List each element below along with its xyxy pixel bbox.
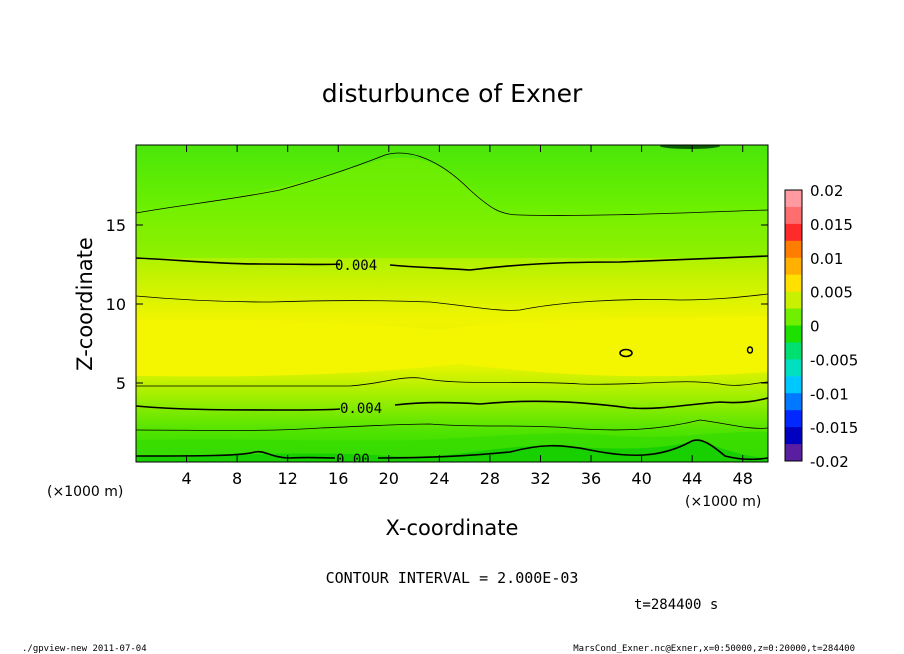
contour-label: 0.00 bbox=[336, 452, 370, 468]
colorbar-swatch bbox=[785, 393, 802, 411]
x-tick-label: 20 bbox=[379, 469, 399, 488]
colorbar-swatch bbox=[785, 206, 802, 225]
colorbar-swatch bbox=[785, 308, 802, 326]
colorbar-label: 0.01 bbox=[810, 250, 843, 268]
x-tick-label: 48 bbox=[733, 469, 753, 488]
y-axis-label: Z-coordinate bbox=[73, 237, 97, 371]
colorbar-label: -0.015 bbox=[810, 419, 858, 437]
colorbar-swatch bbox=[785, 291, 802, 310]
contour-interval: CONTOUR INTERVAL = 2.000E-03 bbox=[326, 569, 579, 587]
colorbar-swatch bbox=[785, 427, 802, 445]
contour-line bbox=[136, 377, 768, 387]
x-tick-label: 36 bbox=[581, 469, 601, 488]
contour-closed-loop bbox=[619, 348, 633, 358]
colorbar-swatch bbox=[785, 240, 802, 259]
plot-area: 0.004 0.004 0.00 bbox=[136, 145, 768, 468]
colorbar-swatch bbox=[785, 410, 802, 428]
footer-left: ./gpview-new 2011-07-04 bbox=[22, 644, 147, 654]
field-peak-top bbox=[660, 145, 720, 149]
y-tick-label: 5 bbox=[116, 374, 126, 393]
colorbar-swatch bbox=[785, 274, 802, 293]
footer-right: MarsCond_Exner.nc@Exner,x=0:50000,z=0:20… bbox=[573, 644, 855, 654]
colorbar-label: 0 bbox=[810, 318, 820, 336]
contour-line bbox=[136, 152, 768, 216]
contour-line bbox=[136, 255, 768, 271]
x-tick-label: 12 bbox=[278, 469, 298, 488]
x-tick-label: 4 bbox=[181, 469, 191, 488]
colorbar: 0.02 0.015 0.01 0.005 0 -0.005 -0.01 -0.015 -0.0… bbox=[784, 182, 858, 471]
contour-line bbox=[136, 439, 768, 461]
y-tick-label: 15 bbox=[106, 216, 126, 235]
colorbar-label: -0.01 bbox=[810, 385, 849, 403]
x-tick-label: 16 bbox=[328, 469, 348, 488]
x-tick-label: 8 bbox=[232, 469, 242, 488]
contour-label: 0.004 bbox=[335, 258, 377, 274]
field-band-upper bbox=[136, 157, 768, 258]
field-band-bottom bbox=[136, 440, 768, 462]
colorbar-swatch bbox=[785, 444, 802, 462]
colorbar-label: -0.005 bbox=[810, 351, 858, 369]
colorbar-swatch bbox=[785, 376, 802, 394]
contour-lines bbox=[136, 152, 768, 461]
contour-line bbox=[136, 293, 768, 311]
y-axis-unit: (×1000 m) bbox=[47, 484, 123, 500]
x-axis-unit: (×1000 m) bbox=[685, 494, 761, 510]
contour-line bbox=[136, 419, 768, 431]
x-axis-label: X-coordinate bbox=[386, 516, 519, 540]
x-tick-label: 24 bbox=[429, 469, 449, 488]
contour-line bbox=[136, 397, 768, 411]
colorbar-frame bbox=[784, 189, 803, 462]
colorbar-label: 0.005 bbox=[810, 284, 853, 302]
colorbar-swatch bbox=[785, 342, 802, 360]
x-tick-label: 32 bbox=[530, 469, 550, 488]
field-band-yellow bbox=[136, 316, 768, 377]
time-label: t=284400 s bbox=[634, 597, 718, 613]
colorbar-swatch bbox=[785, 257, 802, 276]
contour-closed-loop bbox=[746, 346, 754, 354]
x-tick-label: 28 bbox=[480, 469, 500, 488]
y-tick-label: 10 bbox=[106, 295, 126, 314]
colorbar-label: 0.02 bbox=[810, 182, 843, 200]
colorbar-swatch bbox=[785, 325, 802, 343]
x-axis: 4 8 12 16 20 24 28 32 36 40 44 48 bbox=[181, 145, 753, 488]
colorbar-swatch bbox=[785, 190, 802, 208]
x-tick-label: 44 bbox=[682, 469, 702, 488]
colorbar-label: -0.02 bbox=[810, 453, 849, 471]
colorbar-swatch bbox=[785, 223, 802, 242]
x-tick-label: 40 bbox=[631, 469, 651, 488]
contour-label: 0.004 bbox=[340, 401, 382, 417]
colorbar-label: 0.015 bbox=[810, 216, 853, 234]
y-axis bbox=[136, 224, 768, 384]
colorbar-swatch bbox=[785, 359, 802, 377]
chart-title: disturbunce of Exner bbox=[322, 79, 583, 108]
